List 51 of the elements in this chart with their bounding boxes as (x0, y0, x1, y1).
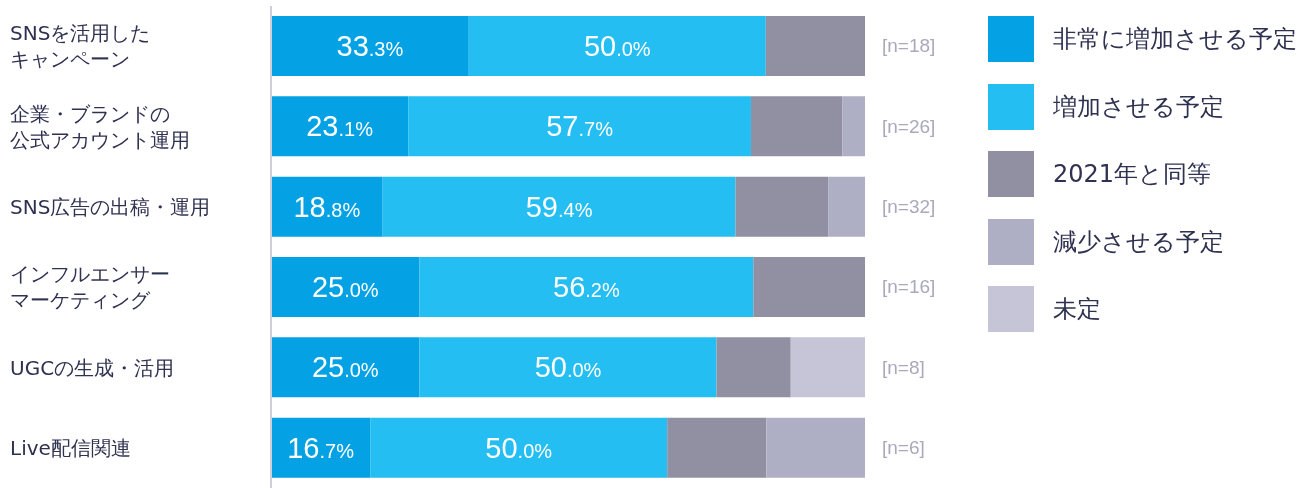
bar (271, 257, 420, 317)
data-label: 59.4% (525, 190, 593, 223)
y-tick-label: SNS広告の出稿・運用 (10, 194, 211, 219)
data-label: 50.0% (583, 30, 651, 62)
data-label: 50.0% (485, 431, 553, 464)
bar (766, 417, 865, 478)
text: [n=6] (882, 435, 925, 460)
data-label: 23.1% (306, 110, 374, 143)
text: [n=26] (882, 114, 936, 139)
legend-label: 非常に増加させる予定 (1053, 24, 1297, 55)
bar (419, 257, 754, 317)
bar (790, 337, 865, 398)
bar (828, 176, 865, 237)
bar (382, 176, 736, 237)
bar (271, 96, 409, 157)
data-label: 57.7% (546, 110, 614, 143)
bar (271, 176, 383, 237)
bar (750, 96, 843, 157)
data-label: 50.0% (534, 351, 602, 384)
y-tick-label: 企業・ブランドの公式アカウント運用 (10, 101, 190, 152)
y-tick-label: SNSを活用したキャンペーン (10, 21, 151, 72)
data-label: 18.8% (293, 190, 361, 223)
data-label: 25.0% (311, 351, 379, 384)
data-label: 33.3% (336, 30, 404, 62)
legend-label: 2021年と同等 (1053, 159, 1212, 191)
bar (716, 337, 791, 398)
bar (408, 96, 751, 157)
bar (765, 16, 865, 76)
bar (271, 337, 420, 398)
text: [n=32] (882, 194, 936, 219)
y-tick-label: UGCの生成・活用 (10, 355, 175, 380)
legend-label: 増加させる予定 (1053, 91, 1224, 123)
bar (667, 417, 767, 478)
y-tick-label: インフルエンサーマーケティング (10, 262, 170, 313)
legend-label: 減少させる予定 (1053, 226, 1224, 258)
bar (468, 16, 766, 76)
legend-label: 未定 (1053, 294, 1101, 326)
y-tick-label: Live配信関連 (10, 435, 131, 460)
data-label: 25.0% (311, 271, 379, 303)
bar (842, 96, 865, 157)
bar (419, 337, 717, 398)
text: [n=18] (882, 34, 936, 59)
bar (753, 257, 865, 317)
data-label: 16.7% (287, 431, 355, 464)
bar (271, 417, 371, 478)
bar (271, 16, 469, 76)
bar (370, 417, 668, 478)
data-label: 56.2% (553, 271, 620, 303)
bar (735, 176, 829, 237)
text: [n=8] (882, 355, 925, 380)
text: [n=16] (882, 275, 936, 300)
